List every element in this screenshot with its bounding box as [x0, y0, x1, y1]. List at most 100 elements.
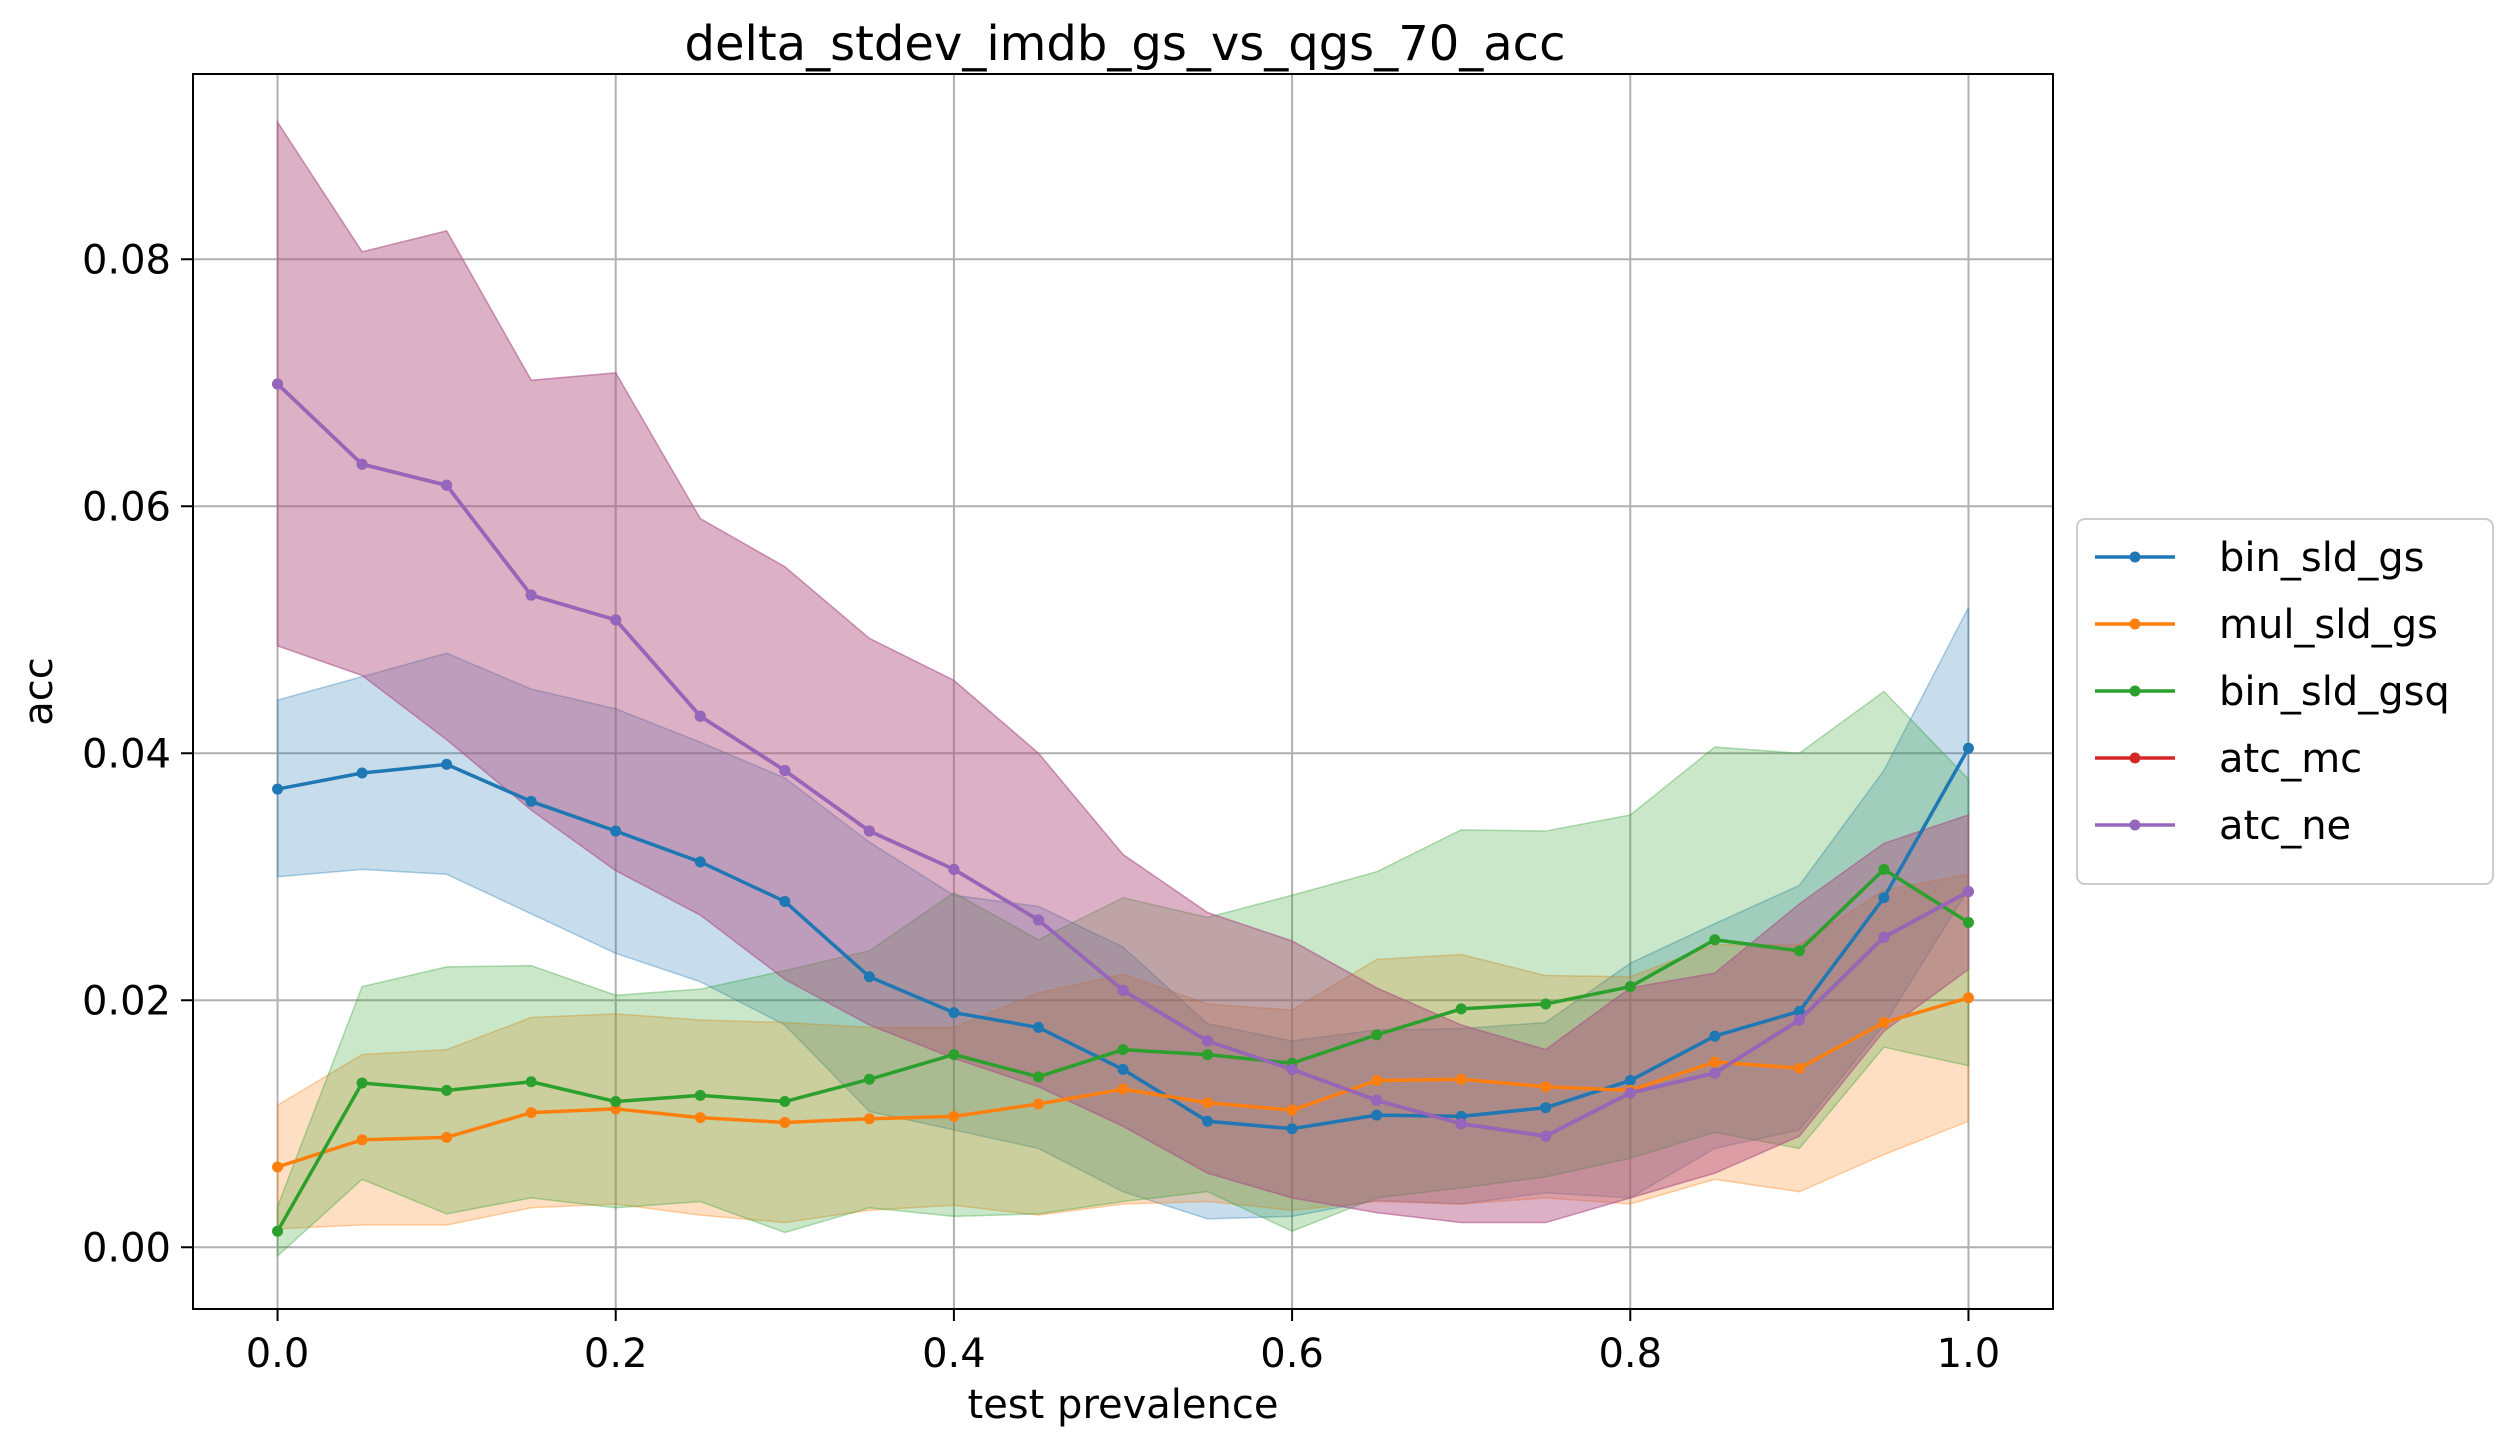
point-atc_ne — [1117, 984, 1129, 996]
x-tick-label: 1.0 — [1937, 1331, 2001, 1377]
point-mul_sld_gs — [1286, 1104, 1298, 1116]
point-bin_sld_gs — [1371, 1109, 1383, 1121]
point-bin_sld_gs — [863, 971, 875, 983]
point-bin_sld_gsq — [356, 1077, 368, 1089]
chart-title: delta_stdev_imdb_gs_vs_qgs_70_acc — [685, 16, 1566, 72]
point-bin_sld_gs — [272, 783, 284, 795]
point-atc_ne — [1709, 1067, 1721, 1079]
point-atc_ne — [694, 710, 706, 722]
legend-label-bin_sld_gsq: bin_sld_gsq — [2219, 669, 2450, 715]
point-mul_sld_gs — [863, 1113, 875, 1125]
point-atc_ne — [779, 765, 791, 777]
point-mul_sld_gs — [1709, 1056, 1721, 1068]
band-atc_mc — [276, 119, 1970, 1224]
point-mul_sld_gs — [1455, 1073, 1467, 1085]
band-atc_ne — [276, 119, 1970, 1224]
point-bin_sld_gs — [948, 1007, 960, 1019]
point-bin_sld_gsq — [1793, 945, 1805, 957]
plot-frame — [192, 73, 2054, 1310]
point-atc_ne — [1540, 1130, 1552, 1142]
point-bin_sld_gs — [1962, 742, 1974, 754]
point-bin_sld_gsq — [272, 1225, 284, 1237]
point-atc_ne — [1962, 886, 1974, 898]
point-atc_ne — [863, 825, 875, 837]
point-bin_sld_gsq — [779, 1096, 791, 1108]
point-atc_ne — [1793, 1014, 1805, 1026]
point-bin_sld_gs — [1540, 1102, 1552, 1114]
point-mul_sld_gs — [1117, 1083, 1129, 1095]
point-atc_ne — [441, 479, 453, 491]
x-axis-label: test prevalence — [968, 1382, 1279, 1428]
x-tick-label: 0.4 — [922, 1331, 986, 1377]
point-bin_sld_gs — [1624, 1075, 1636, 1087]
point-bin_sld_gsq — [1878, 863, 1890, 875]
point-bin_sld_gsq — [525, 1076, 537, 1088]
point-bin_sld_gsq — [1624, 981, 1636, 993]
point-atc_ne — [610, 614, 622, 626]
point-atc_ne — [356, 458, 368, 470]
point-mul_sld_gs — [948, 1110, 960, 1122]
y-tick-label: 0.08 — [82, 237, 171, 283]
point-bin_sld_gsq — [1371, 1029, 1383, 1041]
series-lines — [272, 378, 1974, 1237]
point-atc_ne — [1032, 914, 1044, 926]
point-bin_sld_gsq — [1709, 934, 1721, 946]
y-tick-label: 0.00 — [82, 1225, 171, 1271]
point-bin_sld_gsq — [863, 1073, 875, 1085]
point-bin_sld_gsq — [948, 1049, 960, 1061]
point-bin_sld_gs — [441, 758, 453, 770]
point-bin_sld_gs — [525, 795, 537, 807]
y-tick-label: 0.06 — [82, 484, 171, 530]
point-mul_sld_gs — [272, 1161, 284, 1173]
point-mul_sld_gs — [1962, 992, 1974, 1004]
y-axis-label: acc — [16, 657, 62, 726]
point-bin_sld_gs — [1202, 1115, 1214, 1127]
point-mul_sld_gs — [779, 1117, 791, 1129]
point-bin_sld_gs — [1709, 1030, 1721, 1042]
legend-marker-atc_mc — [2129, 752, 2141, 764]
legend: bin_sld_gs mul_sld_gs bin_sld_gsq atc_mcatc… — [2076, 518, 2494, 885]
legend-marker-mul_sld_gs — [2129, 618, 2141, 630]
point-bin_sld_gsq — [694, 1089, 706, 1101]
point-bin_sld_gsq — [1455, 1003, 1467, 1015]
point-bin_sld_gs — [694, 856, 706, 868]
point-atc_ne — [525, 589, 537, 601]
legend-marker-atc_ne — [2129, 819, 2141, 831]
point-bin_sld_gs — [1793, 1005, 1805, 1017]
y-tick-label: 0.04 — [82, 731, 171, 777]
point-bin_sld_gsq — [1032, 1071, 1044, 1083]
point-bin_sld_gsq — [610, 1096, 622, 1108]
point-bin_sld_gs — [779, 895, 791, 907]
point-bin_sld_gs — [1878, 892, 1890, 904]
point-atc_ne — [1878, 931, 1890, 943]
point-mul_sld_gs — [525, 1107, 537, 1119]
point-mul_sld_gs — [1371, 1075, 1383, 1087]
legend-label-atc_mc: atc_mc — [2219, 736, 2362, 782]
point-bin_sld_gsq — [1540, 998, 1552, 1010]
point-atc_ne — [948, 863, 960, 875]
x-tick-label: 0.0 — [246, 1331, 310, 1377]
point-bin_sld_gs — [1286, 1123, 1298, 1135]
x-tick-label: 0.8 — [1598, 1331, 1662, 1377]
legend-label-atc_ne: atc_ne — [2219, 803, 2351, 849]
point-bin_sld_gsq — [1962, 916, 1974, 928]
point-atc_ne — [1624, 1087, 1636, 1099]
legend-label-bin_sld_gs: bin_sld_gs — [2219, 535, 2424, 581]
point-mul_sld_gs — [694, 1112, 706, 1124]
point-mul_sld_gs — [1540, 1081, 1552, 1093]
point-mul_sld_gs — [1793, 1062, 1805, 1074]
plot-area — [193, 74, 2053, 1309]
point-bin_sld_gs — [356, 767, 368, 779]
axis-ticks: 0.0 0.2 0.4 0.6 0.8 1.0 0.00 0.02 0.04 0.06 0.08 — [82, 237, 2000, 1377]
legend-marker-bin_sld_gsq — [2129, 685, 2141, 697]
point-atc_ne — [1455, 1118, 1467, 1130]
grid — [193, 74, 2053, 1309]
legend-marker-bin_sld_gs — [2129, 551, 2141, 563]
point-bin_sld_gsq — [1117, 1044, 1129, 1056]
point-atc_ne — [1202, 1035, 1214, 1047]
point-atc_ne — [1371, 1094, 1383, 1106]
point-mul_sld_gs — [356, 1134, 368, 1146]
legend-label-mul_sld_gs: mul_sld_gs — [2219, 602, 2438, 648]
point-atc_ne — [1286, 1063, 1298, 1075]
